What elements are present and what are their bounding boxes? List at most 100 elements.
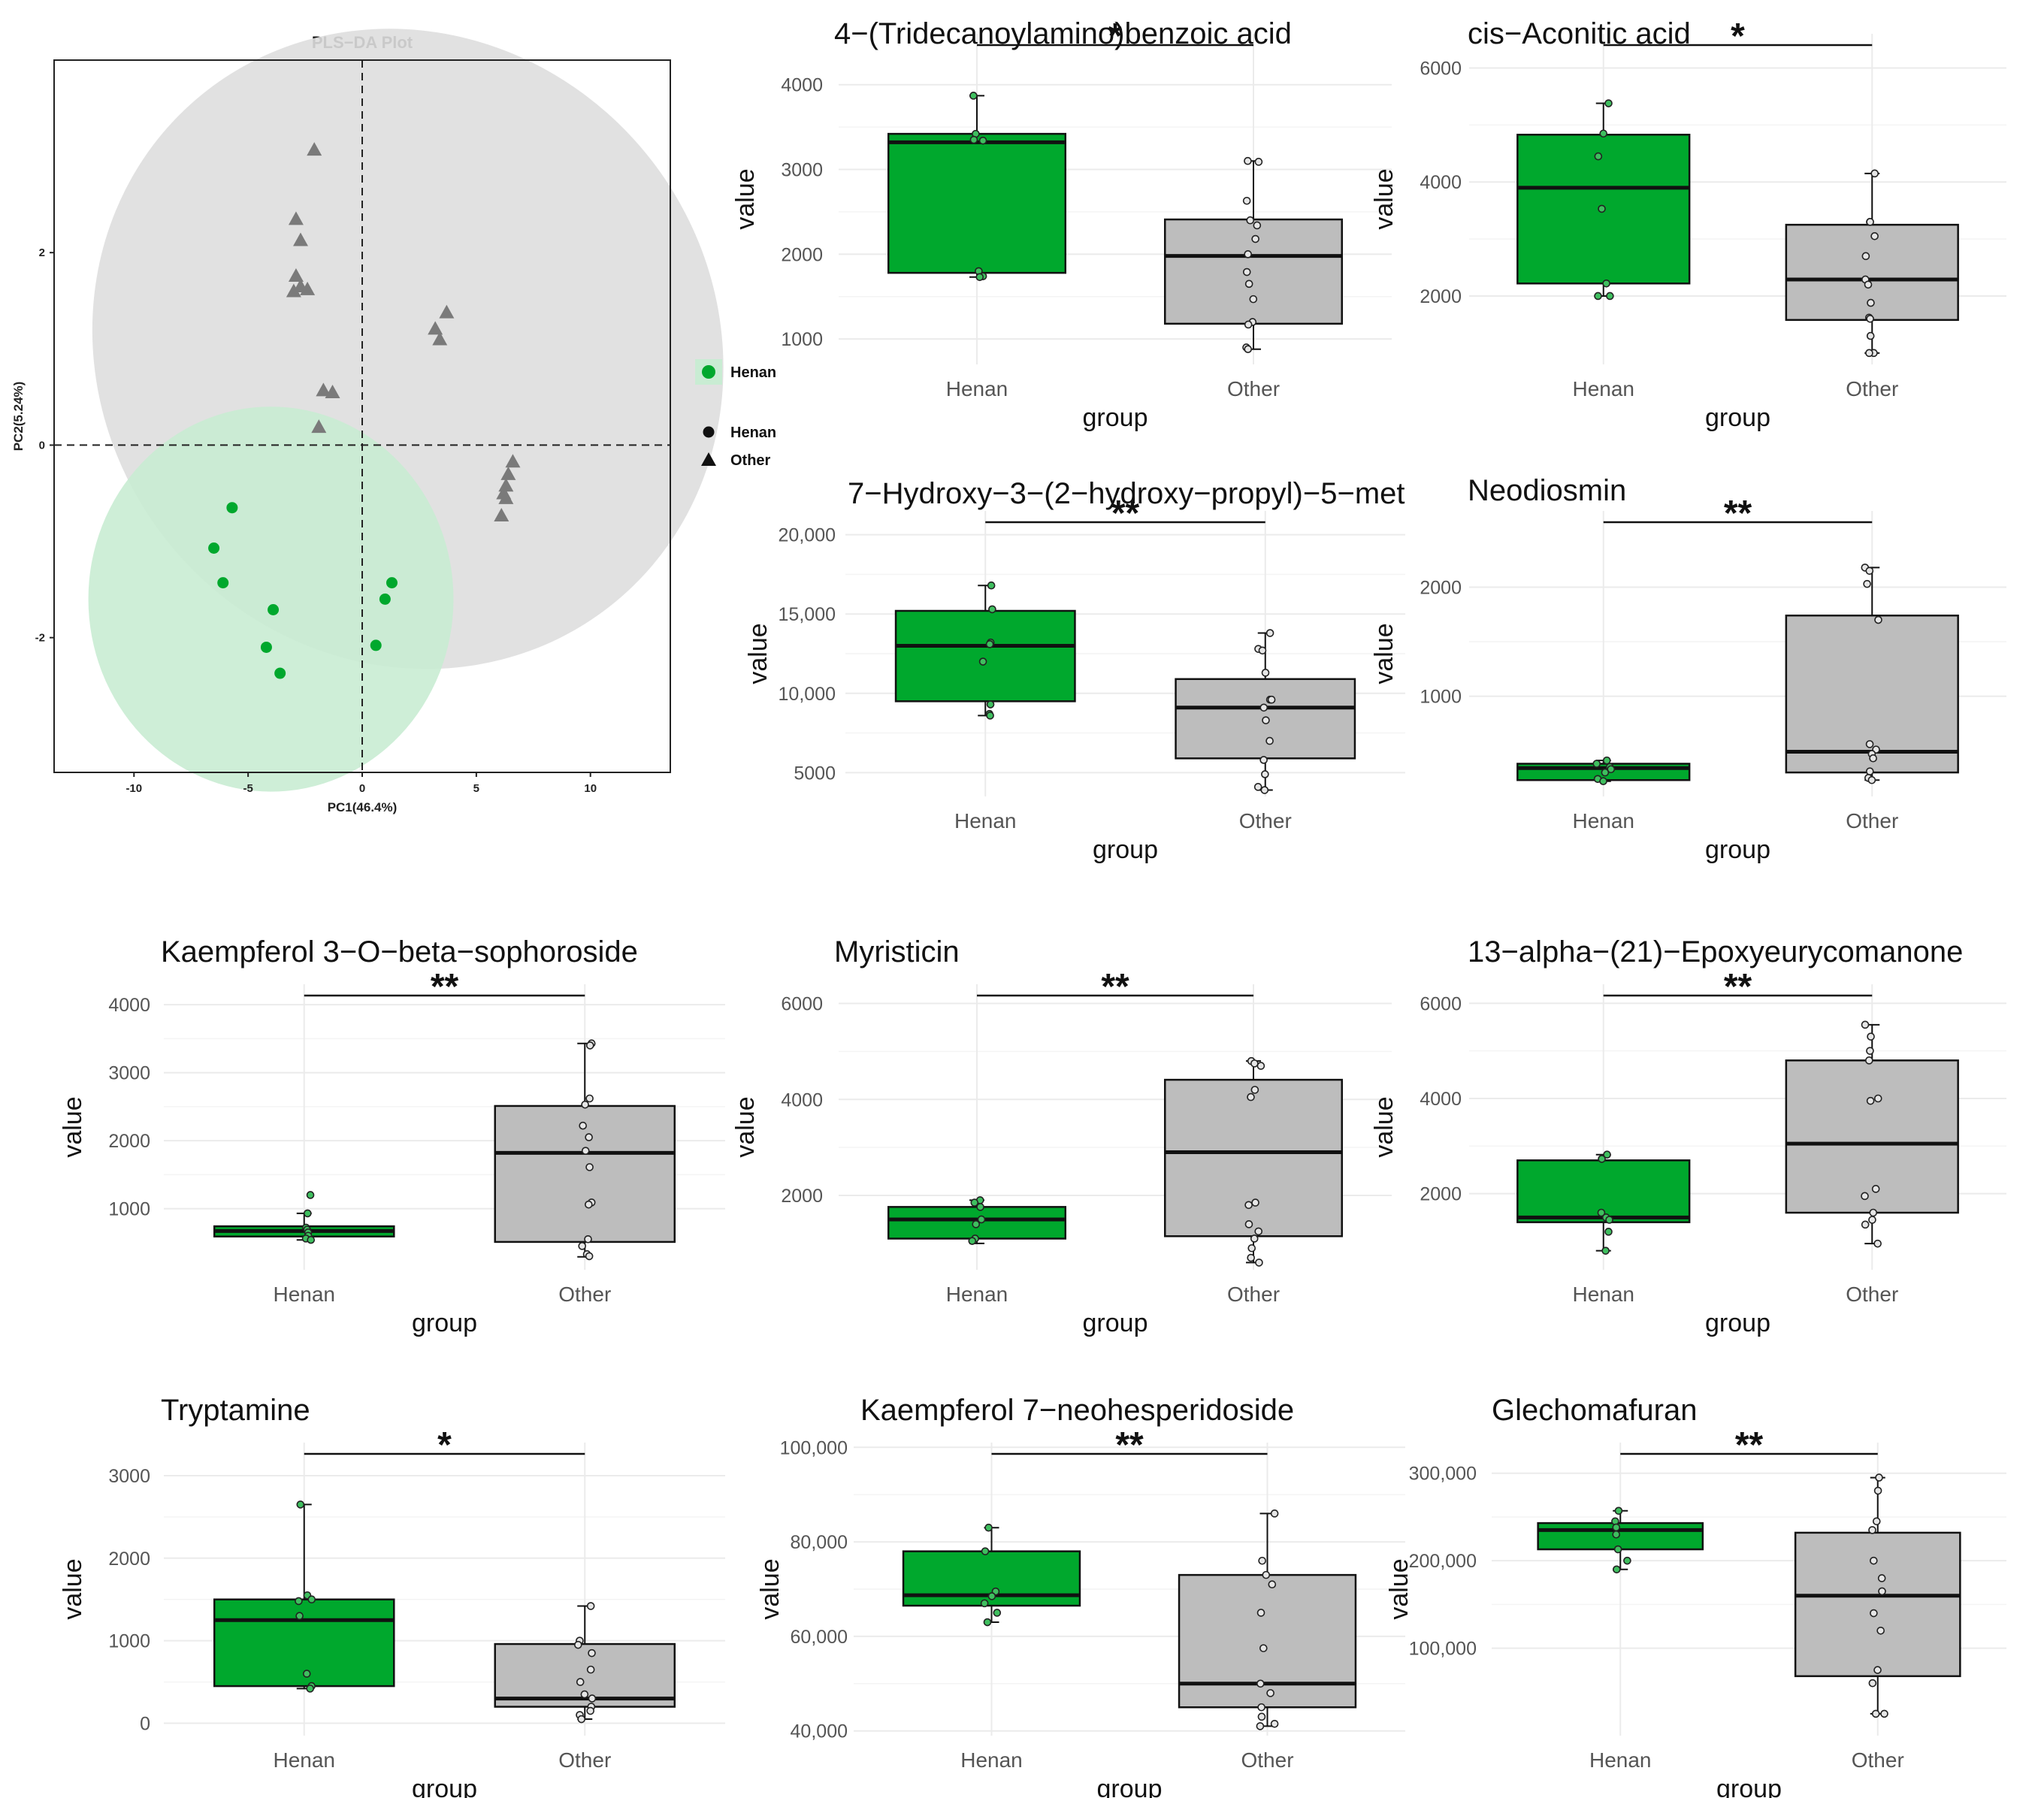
data-point-other bbox=[1250, 1059, 1259, 1068]
data-point-henan bbox=[1601, 1247, 1610, 1255]
data-point-other bbox=[588, 1648, 596, 1657]
data-point-other bbox=[1878, 1587, 1886, 1596]
y-axis-label: value bbox=[1370, 623, 1398, 684]
data-point-other bbox=[1244, 250, 1252, 258]
y-tick-label: 4000 bbox=[108, 995, 150, 1016]
x-axis-label: group bbox=[1083, 1309, 1148, 1337]
box-henan bbox=[1537, 1522, 1704, 1551]
boxplot-panel: 2000 4000 6000 Henan Other * group value cis−Aco… bbox=[1370, 17, 2006, 432]
data-point-henan bbox=[1606, 292, 1614, 301]
data-point-henan bbox=[306, 1191, 315, 1199]
point-other bbox=[498, 490, 514, 504]
x-tick-label: Other bbox=[1852, 1748, 1904, 1772]
boxplot-panel: 2000 4000 6000 Henan Other ** group value Myrist… bbox=[731, 935, 1392, 1337]
x-tick-label: Other bbox=[1227, 377, 1280, 400]
data-point-other bbox=[1870, 232, 1879, 240]
data-point-other bbox=[1873, 1094, 1882, 1103]
data-point-other bbox=[1861, 1220, 1870, 1229]
data-point-henan bbox=[1594, 292, 1602, 301]
y-tick-label: 10,000 bbox=[779, 684, 836, 705]
data-point-other bbox=[585, 1252, 594, 1261]
data-point-other bbox=[1246, 216, 1255, 225]
box-other bbox=[1785, 1059, 1959, 1214]
significance-label: ** bbox=[1724, 494, 1752, 533]
x-axis-label: group bbox=[1705, 1309, 1770, 1337]
y-axis-label: value bbox=[731, 1096, 760, 1157]
data-point-other bbox=[1244, 280, 1253, 289]
y-tick-label: 6000 bbox=[1420, 993, 1462, 1014]
data-point-other bbox=[1259, 1644, 1268, 1652]
panel-title: Neodiosmin bbox=[1468, 474, 1626, 507]
data-point-other bbox=[579, 1121, 587, 1130]
data-point-other bbox=[1270, 1509, 1279, 1518]
significance-label: ** bbox=[1115, 1425, 1144, 1465]
x-tick-label: Henan bbox=[1572, 377, 1634, 400]
pls-da-plot: PLS−DA Plot-10-5051020-2PC1(46.4%)PC2(5.… bbox=[11, 29, 776, 814]
data-point-other bbox=[585, 1200, 593, 1209]
panel-title: Myristicin bbox=[834, 935, 960, 969]
point-other bbox=[293, 232, 308, 246]
boxplot-panel: 1000 2000 3000 4000 Henan Other ** group value Ka… bbox=[59, 935, 725, 1337]
data-point-henan bbox=[1623, 1556, 1631, 1565]
data-point-other bbox=[1867, 1032, 1875, 1041]
data-point-other bbox=[1866, 218, 1874, 226]
point-other bbox=[300, 281, 316, 295]
y-tick-label: 100,000 bbox=[1409, 1639, 1477, 1660]
y-tick-label: 2000 bbox=[1420, 1184, 1462, 1205]
data-point-other bbox=[581, 1147, 590, 1155]
boxplot-panel: 1000 2000 Henan Other ** group value Neodiosmin bbox=[1370, 474, 2006, 864]
data-point-henan bbox=[969, 135, 978, 144]
data-point-other bbox=[1873, 1486, 1882, 1495]
data-point-henan bbox=[1604, 99, 1613, 107]
data-point-other bbox=[1244, 345, 1253, 353]
data-point-other bbox=[1866, 1047, 1874, 1055]
box-other bbox=[1794, 1531, 1961, 1678]
x-axis-label: group bbox=[1705, 836, 1770, 864]
data-point-other bbox=[1868, 1679, 1877, 1688]
y-tick-label: 4000 bbox=[781, 1089, 823, 1111]
point-other bbox=[311, 419, 327, 434]
data-point-other bbox=[1247, 1253, 1256, 1262]
data-point-other bbox=[578, 1242, 587, 1250]
data-point-other bbox=[1268, 1580, 1277, 1589]
data-point-henan bbox=[306, 1685, 314, 1693]
data-point-henan bbox=[1592, 760, 1601, 768]
data-point-other bbox=[1244, 320, 1253, 329]
data-point-henan bbox=[295, 1612, 304, 1621]
data-point-other bbox=[586, 1602, 595, 1610]
data-point-other bbox=[585, 1041, 594, 1050]
data-point-other bbox=[1262, 1570, 1271, 1579]
data-point-other bbox=[1242, 267, 1251, 276]
x-tick-label: Other bbox=[1227, 1283, 1280, 1306]
y-tick-label: 300,000 bbox=[1409, 1464, 1477, 1485]
y-tick-label: 2000 bbox=[1420, 578, 1462, 599]
data-point-other bbox=[1875, 1473, 1883, 1482]
data-point-other bbox=[573, 1640, 582, 1649]
point-other bbox=[316, 382, 331, 397]
data-point-other bbox=[1265, 629, 1274, 637]
data-point-other bbox=[585, 1163, 594, 1171]
data-point-other bbox=[588, 1694, 597, 1703]
y-tick-label: 1000 bbox=[781, 329, 823, 350]
data-point-other bbox=[1861, 1020, 1870, 1029]
x-tick-label: Other bbox=[1846, 377, 1898, 400]
point-other bbox=[432, 331, 448, 346]
data-point-other bbox=[1270, 1719, 1279, 1728]
data-point-henan bbox=[1607, 765, 1616, 774]
data-point-other bbox=[1872, 1517, 1881, 1526]
data-point-other bbox=[1871, 1709, 1880, 1718]
data-point-other bbox=[1256, 1062, 1265, 1070]
data-point-other bbox=[577, 1715, 586, 1724]
panel-title: 13−alpha−(21)−Epoxyeurycomanone bbox=[1468, 935, 1963, 969]
x-tick-label: Henan bbox=[954, 809, 1017, 833]
data-point-henan bbox=[972, 1220, 981, 1228]
data-point-other bbox=[1266, 1689, 1274, 1697]
data-point-henan bbox=[1597, 1208, 1606, 1217]
x-tick-label: Other bbox=[1846, 809, 1898, 833]
data-point-henan bbox=[295, 1597, 303, 1606]
y-tick-label: 1000 bbox=[108, 1631, 150, 1652]
x-tick-label: Other bbox=[1239, 809, 1292, 833]
data-point-other bbox=[1258, 646, 1267, 655]
significance-label: ** bbox=[1101, 967, 1129, 1007]
